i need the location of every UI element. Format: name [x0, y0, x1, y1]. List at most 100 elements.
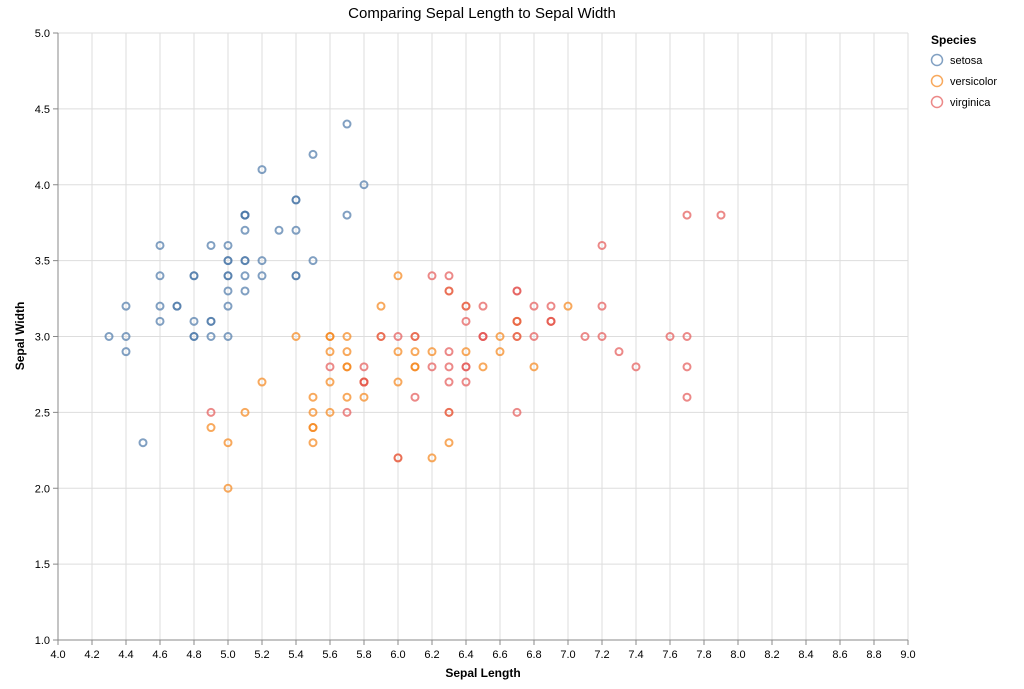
data-point-setosa [240, 256, 250, 266]
x-tick-label: 4.4 [118, 649, 133, 661]
data-point-virginica [631, 362, 641, 372]
data-point-virginica [444, 347, 454, 357]
data-point-versicolor [529, 362, 539, 372]
data-point-virginica [359, 362, 369, 372]
data-point-virginica [478, 332, 488, 341]
x-tick-label: 7.8 [696, 649, 711, 661]
data-point-virginica [410, 392, 420, 402]
x-tick-label: 5.6 [322, 649, 337, 661]
data-point-virginica [444, 271, 454, 281]
data-point-setosa [223, 301, 233, 311]
x-tick-label: 5.8 [356, 649, 371, 661]
legend-symbol-virginica [930, 95, 944, 109]
x-tick-label: 8.8 [866, 649, 881, 661]
data-point-versicolor [461, 347, 471, 357]
data-point-setosa [291, 271, 301, 281]
data-point-setosa [223, 332, 233, 341]
x-tick-label: 8.4 [798, 649, 813, 661]
data-point-setosa [240, 286, 250, 296]
data-point-virginica [580, 332, 590, 341]
data-point-setosa [155, 316, 165, 326]
data-point-virginica [682, 210, 692, 220]
data-point-virginica [461, 301, 471, 311]
data-point-setosa [121, 332, 131, 341]
data-point-versicolor [325, 407, 335, 417]
y-tick-label: 1.0 [35, 635, 50, 647]
data-point-setosa [308, 149, 318, 159]
data-point-setosa [206, 240, 216, 250]
data-point-setosa [274, 225, 284, 235]
x-tick-label: 4.8 [186, 649, 201, 661]
grid [57, 32, 909, 641]
data-point-virginica [546, 301, 556, 311]
x-tick-label: 5.0 [220, 649, 235, 661]
data-point-setosa [240, 225, 250, 235]
data-point-virginica [427, 362, 437, 372]
data-point-setosa [308, 256, 318, 266]
x-tick-label: 6.6 [492, 649, 507, 661]
data-point-virginica [410, 332, 420, 341]
data-point-setosa [291, 225, 301, 235]
data-point-setosa [257, 165, 267, 175]
data-point-versicolor [410, 362, 420, 372]
data-point-versicolor [410, 347, 420, 357]
data-point-virginica [206, 407, 216, 417]
data-point-versicolor [342, 347, 352, 357]
data-point-setosa [206, 316, 216, 326]
data-point-virginica [529, 301, 539, 311]
data-point-versicolor [223, 438, 233, 448]
data-point-setosa [172, 301, 182, 311]
x-tick-label: 4.6 [152, 649, 167, 661]
data-point-setosa [223, 286, 233, 296]
data-point-setosa [240, 271, 250, 281]
data-point-virginica [716, 210, 726, 220]
y-tick-label: 5.0 [35, 28, 50, 40]
data-point-setosa [257, 256, 267, 266]
data-point-versicolor [240, 407, 250, 417]
x-tick-label: 6.8 [526, 649, 541, 661]
legend-label-versicolor: versicolor [950, 76, 997, 88]
x-tick-label: 8.6 [832, 649, 847, 661]
data-point-versicolor [257, 377, 267, 387]
data-point-setosa [121, 347, 131, 357]
data-point-versicolor [393, 377, 403, 387]
data-point-virginica [376, 332, 386, 341]
x-tick-label: 4.0 [50, 649, 65, 661]
data-point-versicolor [359, 392, 369, 402]
data-point-setosa [240, 210, 250, 220]
data-point-virginica [546, 316, 556, 326]
data-point-virginica [597, 332, 607, 341]
data-point-virginica [597, 240, 607, 250]
data-point-versicolor [478, 362, 488, 372]
data-point-virginica [478, 301, 488, 311]
legend-title: Species [931, 33, 977, 47]
data-point-setosa [189, 316, 199, 326]
data-point-setosa [223, 240, 233, 250]
data-point-setosa [223, 256, 233, 266]
data-point-versicolor [325, 377, 335, 387]
legend-label-setosa: setosa [950, 55, 983, 67]
data-point-setosa [155, 301, 165, 311]
data-point-virginica [512, 407, 522, 417]
data-point-virginica [512, 286, 522, 296]
data-point-setosa [155, 271, 165, 281]
data-point-virginica [461, 362, 471, 372]
x-tick-label: 5.4 [288, 649, 303, 661]
y-axis-label: Sepal Width [13, 302, 27, 371]
data-point-virginica [682, 362, 692, 372]
y-tick-label: 4.5 [35, 104, 50, 116]
data-point-virginica [427, 271, 437, 281]
data-point-setosa [189, 271, 199, 281]
x-tick-label: 8.0 [730, 649, 745, 661]
data-point-versicolor [291, 332, 301, 341]
data-point-versicolor [563, 301, 573, 311]
data-point-versicolor [325, 347, 335, 357]
legend-label-virginica: virginica [950, 97, 991, 109]
y-tick-label: 2.0 [35, 483, 50, 495]
data-point-versicolor [206, 423, 216, 433]
data-point-virginica [682, 332, 692, 341]
x-tick-label: 6.2 [424, 649, 439, 661]
data-point-virginica [342, 407, 352, 417]
x-tick-label: 6.4 [458, 649, 473, 661]
